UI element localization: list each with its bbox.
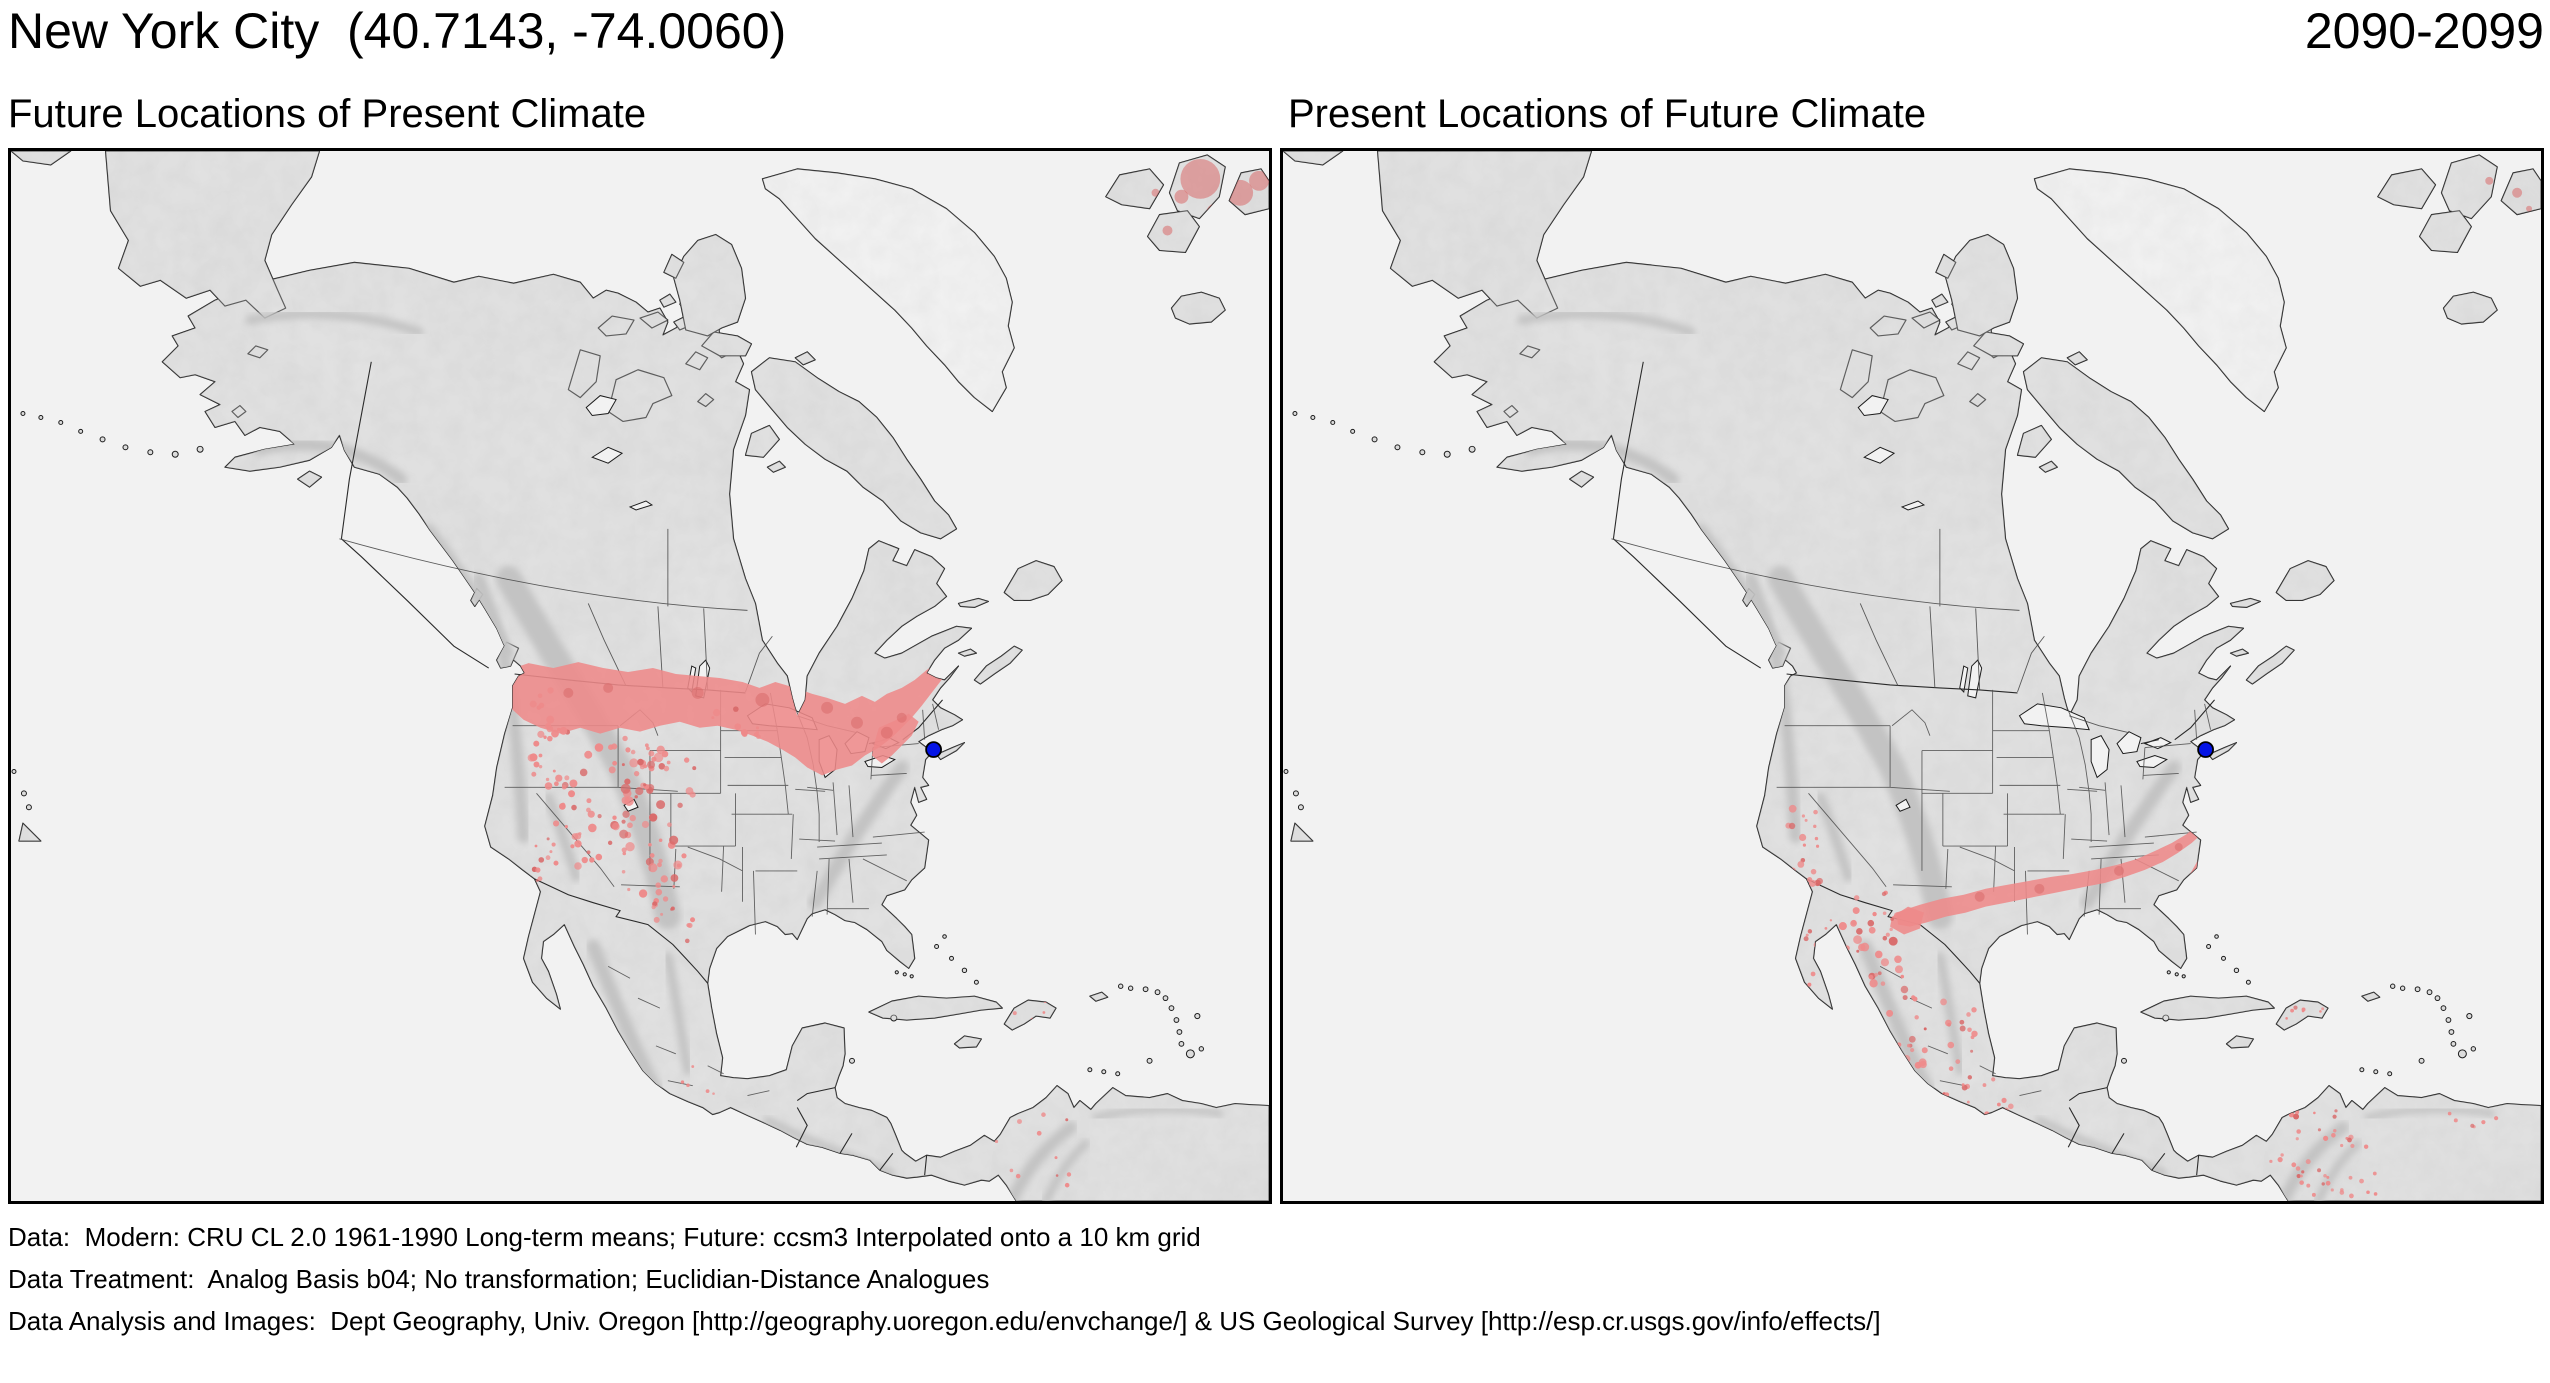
north-america-map [1283,151,2541,1201]
footer-credits-line: Data Analysis and Images: Dept Geography… [8,1306,1881,1336]
panel-title-present-locations: Present Locations of Future Climate [1288,92,1927,136]
province-borders [1611,528,2130,734]
period-label: 2090-2099 [2304,3,2544,59]
country-borders [1612,361,2215,1176]
page-title: New York City (40.7143, -74.0060) [8,3,787,59]
state-borders [1776,689,2212,1097]
north-america-map [11,151,1269,1201]
nyc-marker [925,741,942,758]
footer-treatment-line: Data Treatment: Analog Basis b04; No tra… [8,1264,990,1294]
analog-region-overlay [508,158,1269,1192]
footer-data-line: Data: Modern: CRU CL 2.0 1961-1990 Long-… [8,1222,1201,1252]
panel-title-future-locations: Future Locations of Present Climate [8,92,647,136]
nyc-marker [2197,741,2214,758]
map-future-locations-of-present-climate [8,148,1272,1204]
province-borders [339,528,858,734]
lakes [1857,395,2172,812]
map-present-locations-of-future-climate [1280,148,2544,1204]
